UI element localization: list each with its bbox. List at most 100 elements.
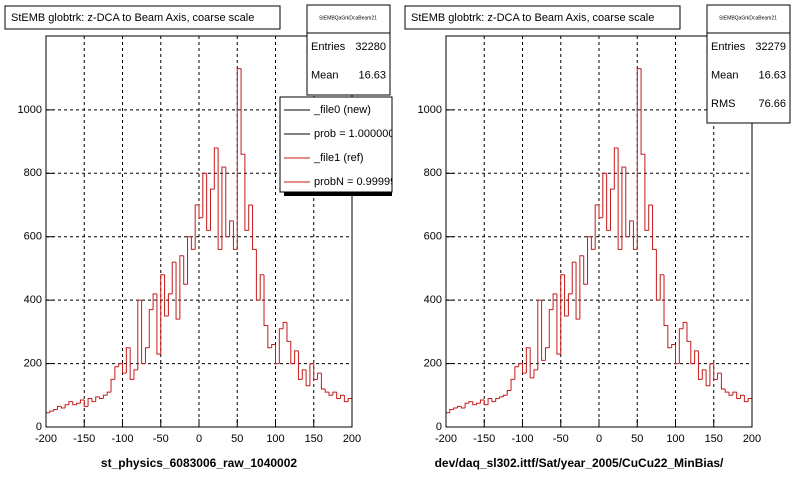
histogram-bin <box>655 249 661 301</box>
histogram-bin <box>476 402 481 405</box>
histogram-bin <box>68 401 73 405</box>
histogram-bin <box>286 322 291 342</box>
histogram-bin <box>167 293 173 317</box>
x-axis-label: dev/daq_sl302.ittf/Sat/year_2005/CuCu22_… <box>435 456 724 470</box>
stats-label: Mean <box>711 69 739 81</box>
histogram-bin <box>45 412 50 427</box>
legend-box <box>279 96 393 193</box>
histogram-bin <box>587 236 592 285</box>
histogram-bin <box>652 205 657 250</box>
histogram-bin <box>152 293 157 310</box>
histogram-bin <box>445 412 450 427</box>
histogram-bin <box>544 347 550 361</box>
histogram-bin <box>567 293 573 317</box>
y-tick-label: 400 <box>24 294 42 306</box>
stats-label: Entries <box>311 41 346 53</box>
histogram-bin <box>678 328 684 364</box>
y-tick-label: 800 <box>24 167 42 179</box>
histogram-bin <box>724 388 730 393</box>
histogram-bin <box>305 369 310 387</box>
x-tick-label: 150 <box>705 433 723 445</box>
histogram-bin <box>675 344 680 365</box>
histogram-bin <box>271 344 276 348</box>
histogram-bin <box>621 166 626 250</box>
histogram-bin <box>194 204 199 250</box>
y-tick-label: 0 <box>436 421 442 433</box>
histogram-bin <box>60 406 66 409</box>
histogram-bin <box>267 325 272 349</box>
histogram-bin <box>613 147 619 190</box>
x-tick-label: 0 <box>596 433 602 445</box>
chart-title: StEMB globtrk: z-DCA to Beam Axis, coars… <box>11 12 254 24</box>
y-tick-label: 1000 <box>418 104 442 116</box>
histogram-bin <box>122 363 127 374</box>
histogram-bin <box>518 363 523 367</box>
histogram-bin <box>632 220 638 250</box>
histogram-bin <box>659 274 665 301</box>
y-tick-label: 1000 <box>18 104 42 116</box>
histogram-bin <box>468 401 473 404</box>
title-box <box>4 5 281 30</box>
histogram-bin <box>221 166 226 250</box>
histogram-bin <box>278 328 284 364</box>
histogram-bin <box>294 350 299 364</box>
histogram-bin <box>297 350 303 380</box>
histogram-bin <box>252 205 257 250</box>
histogram-bin <box>506 390 512 396</box>
histogram-bin <box>263 274 268 327</box>
histogram-bin <box>705 369 710 387</box>
histogram-bin <box>602 172 607 218</box>
legend-label: prob = 1.000000 <box>314 128 394 140</box>
histogram-bin <box>648 204 653 231</box>
histogram-bin <box>598 205 603 219</box>
y-tick-label: 200 <box>24 357 42 369</box>
stats-value: 16.63 <box>758 69 786 81</box>
histogram-bin <box>317 372 322 380</box>
stats-title: StEMBQaGrkDcaBeam21 <box>719 15 777 21</box>
histogram-bin <box>720 373 726 390</box>
histogram-bin <box>175 262 180 320</box>
histogram-bin <box>320 373 326 390</box>
histogram-bin <box>479 399 485 404</box>
histogram-bin <box>49 410 54 413</box>
histogram-bin <box>95 396 100 402</box>
histogram-bin <box>522 363 527 374</box>
stats-value: 32279 <box>755 41 786 53</box>
histogram-bin <box>644 154 649 231</box>
histogram-bin <box>690 341 695 365</box>
histogram-bin <box>309 363 314 386</box>
histogram-bin <box>571 261 577 294</box>
histogram-bin <box>609 188 615 231</box>
histogram-bin <box>594 204 599 250</box>
histogram-bin <box>202 172 207 218</box>
histogram-bin <box>64 404 69 408</box>
histogram-bin <box>229 220 234 237</box>
histogram-bin <box>663 274 668 327</box>
x-tick-label: 200 <box>743 433 761 445</box>
histogram-bin <box>236 68 242 250</box>
histogram-bin <box>472 401 477 406</box>
histogram-bin <box>728 392 733 396</box>
histogram-bin <box>198 205 203 219</box>
x-tick-label: 200 <box>343 433 361 445</box>
histogram-bin <box>347 397 352 402</box>
histogram-bin <box>629 220 634 237</box>
x-tick-label: 50 <box>631 433 643 445</box>
histogram-bin <box>449 409 454 413</box>
histogram-bin <box>552 293 557 310</box>
histogram-bin <box>456 405 462 408</box>
histogram-bin <box>502 394 508 397</box>
histogram-bin <box>190 236 196 250</box>
histogram-bin <box>259 274 265 301</box>
histogram-bin <box>514 366 519 380</box>
histogram-bin <box>343 395 349 403</box>
histogram-bin <box>332 391 337 396</box>
histogram-bin <box>701 369 707 380</box>
y-tick-label: 400 <box>424 294 442 306</box>
histogram-bin <box>183 255 188 285</box>
legend-label: _file1 (ref) <box>313 152 364 164</box>
histogram-bin <box>556 293 561 355</box>
stats-value: 76.66 <box>758 98 786 110</box>
histogram-bin <box>336 392 341 399</box>
